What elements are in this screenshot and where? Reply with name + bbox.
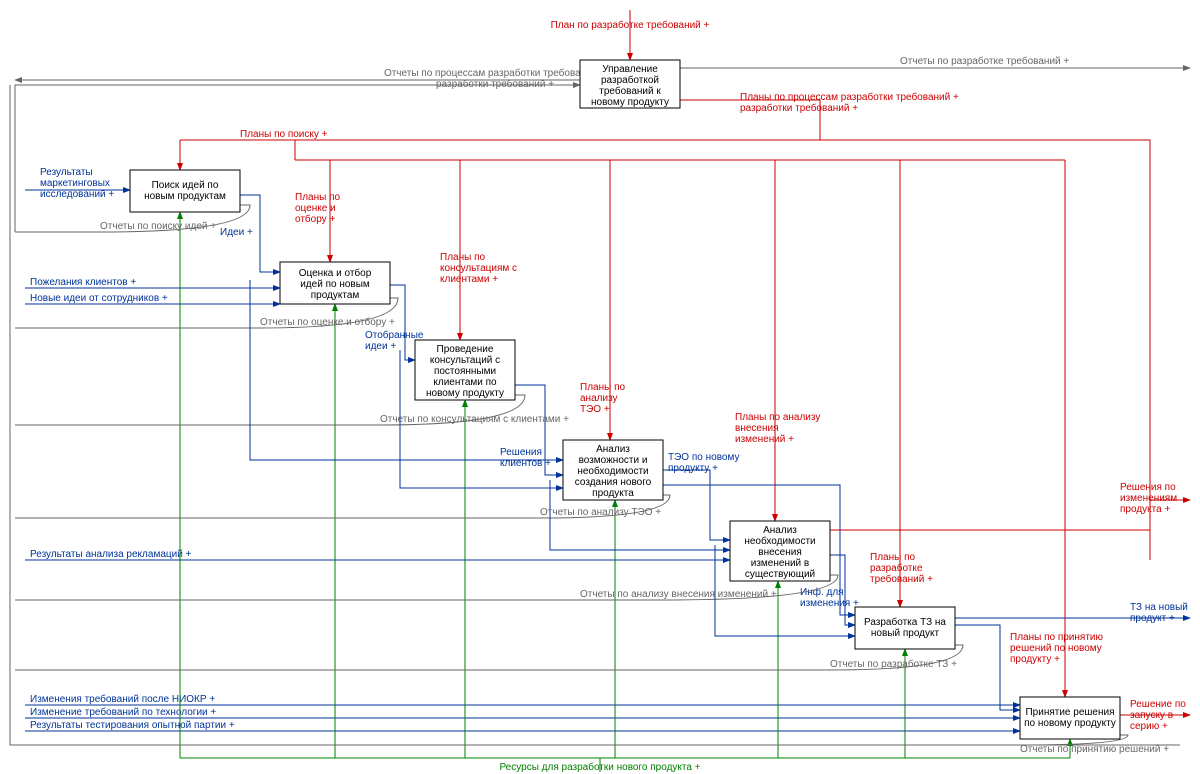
plans-eval-label: Планы по [295,192,340,203]
resources-label: Ресурсы для разработки нового продукта + [499,761,700,773]
svg-text:серию +: серию + [1130,721,1168,732]
svg-text:возможности и: возможности и [579,455,648,466]
svg-text:разработки требований +: разработки требований + [740,102,858,114]
plans-dev-label: Планы по [870,552,915,563]
search-rep-label: Отчеты по поиску идей + [100,221,216,232]
svg-text:запуску в: запуску в [1130,710,1173,721]
node-teo: Анализ возможности и необходимости созда… [563,440,663,500]
top-in-label: План по разработке требований + [551,19,710,31]
eval-rep-label: Отчеты по оценке и отбору + [260,316,395,328]
svg-text:Разработка ТЗ на: Разработка ТЗ на [864,616,946,628]
svg-text:Поиск идей по: Поиск идей по [152,180,219,191]
svg-text:Оценка и отбор: Оценка и отбор [299,267,372,279]
svg-text:Проведение: Проведение [437,344,494,355]
svg-text:клиентами по: клиентами по [433,377,497,388]
svg-text:существующий: существующий [745,569,815,580]
svg-text:изменениям: изменениям [1120,493,1177,504]
svg-text:требований +: требований + [870,573,933,585]
svg-text:продуктам: продуктам [311,290,360,301]
svg-text:новому продукту: новому продукту [591,97,669,108]
node-changes: Анализ необходимости внесения изменений … [730,521,830,581]
svg-text:разработке: разработке [870,562,923,574]
plans-teo-label: Планы по [580,382,625,393]
selected-label: Отобранные [365,329,424,341]
svg-text:Принятие решения: Принятие решения [1025,707,1114,718]
plans-decision-label: Планы по принятию [1010,632,1103,643]
flowchart-diagram: План по разработке требований + Отчеты п… [0,0,1200,774]
in-marketing-label: Результаты [40,167,93,178]
svg-text:необходимости: необходимости [577,465,648,477]
tz-rep-label: Отчеты по разработке ТЗ + [830,658,957,670]
top-left-out-label: Отчеты по процессам разработки требовани… [384,67,606,79]
svg-text:идеи +: идеи + [365,341,396,352]
plans-changes-label: Планы по анализу [735,412,820,423]
svg-text:продукта: продукта [592,488,634,499]
teo-rep-label: Отчеты по анализу ТЭО + [540,507,661,518]
svg-text:оценке и: оценке и [295,203,336,214]
in-ideas-label: Новые идеи от сотрудников + [30,293,168,304]
svg-text:внесения: внесения [735,423,778,434]
plans-processes-label: Планы по процессам разработки требований… [740,91,959,103]
in-test-label: Результаты тестирования опытной партии + [30,720,235,731]
svg-text:консультациям с: консультациям с [440,263,517,274]
svg-text:консультаций с: консультаций с [430,355,500,366]
svg-text:решений по новому: решений по новому [1010,643,1102,654]
svg-text:внесения: внесения [758,547,801,558]
svg-text:разработки требований +: разработки требований + [436,78,554,90]
svg-text:новым продуктам: новым продуктам [144,191,226,202]
node-management: Управление разработкой требований к ново… [580,60,680,108]
svg-text:исследований +: исследований + [40,189,114,200]
svg-text:идей по новым: идей по новым [300,279,370,290]
svg-text:клиентами +: клиентами + [440,274,498,285]
svg-text:необходимости: необходимости [744,535,815,547]
in-niokr-label: Изменения требований после НИОКР + [30,693,215,705]
svg-text:постоянными: постоянными [434,366,496,377]
teo-label: ТЭО по новому [668,452,739,463]
node-consult: Проведение консультаций с постоянными кл… [415,340,515,400]
svg-text:новому продукту: новому продукту [426,388,504,399]
node-decision: Принятие решения по новому продукту [1020,697,1120,739]
svg-text:продукт +: продукт + [1130,613,1175,624]
plans-search-label: Планы по поиску + [240,129,328,140]
svg-text:требований к: требований к [599,85,661,97]
svg-text:анализу: анализу [580,393,618,404]
svg-text:продукту +: продукту + [668,463,718,474]
decision-rep-label: Отчеты по принятию решений + [1020,744,1169,755]
top-right-out-label: Отчеты по разработке требований + [900,55,1069,67]
in-reclam-label: Результаты анализа рекламаций + [30,549,192,560]
svg-text:новый продукт: новый продукт [871,628,940,639]
change-prod-label: Решения по [1120,482,1176,493]
in-wishes-label: Пожелания клиентов + [30,277,136,288]
svg-text:изменения +: изменения + [800,598,859,609]
svg-text:маркетинговых: маркетинговых [40,178,110,189]
change-rep-label: Отчеты по анализу внесения изменений + [580,589,777,600]
svg-text:отбору +: отбору + [295,213,335,225]
svg-text:Анализ: Анализ [763,525,797,536]
node-tz: Разработка ТЗ на новый продукт [855,607,955,649]
tz-label: ТЗ на новый [1130,602,1188,613]
launch-label: Решение по [1130,699,1186,710]
consult-rep-label: Отчеты по консультациям с клиентами + [380,414,569,425]
svg-text:разработкой: разработкой [601,74,659,86]
svg-text:продукта +: продукта + [1120,504,1170,515]
svg-text:изменений +: изменений + [735,434,794,445]
node-eval: Оценка и отбор идей по новым продуктам [280,262,390,304]
out-ideas-label: Идеи + [220,227,253,238]
plans-consult-label: Планы по [440,252,485,263]
svg-text:ТЭО +: ТЭО + [580,404,610,415]
in-tech-label: Изменение требований по технологии + [30,706,216,718]
svg-text:Анализ: Анализ [596,444,630,455]
svg-text:создания нового: создания нового [575,477,652,488]
svg-text:изменений в: изменений в [751,558,809,569]
svg-text:Управление: Управление [602,64,658,75]
decisions-label: Решения [500,447,542,458]
node-search: Поиск идей по новым продуктам [130,170,240,212]
svg-text:по новому продукту: по новому продукту [1024,718,1116,729]
svg-text:продукту +: продукту + [1010,654,1060,665]
